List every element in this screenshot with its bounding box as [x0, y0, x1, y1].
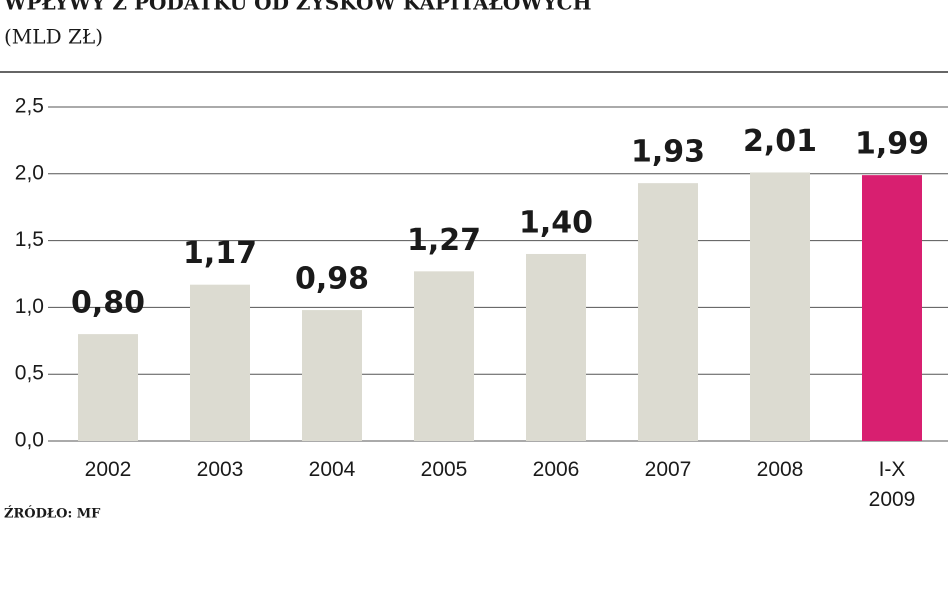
x-tick-label: I-X 2009 [869, 458, 916, 511]
x-tick-label: 2005 [421, 458, 468, 481]
x-tick-label: 2008 [757, 458, 804, 481]
value-label: 1,40 [519, 205, 593, 240]
value-label: 2,01 [743, 124, 817, 159]
bar [302, 310, 362, 441]
value-label: 0,98 [295, 262, 369, 297]
value-label: 1,27 [407, 223, 481, 258]
x-tick-label: 2003 [197, 458, 244, 481]
y-tick-label: 2,5 [15, 95, 44, 118]
y-tick-label: 0,5 [15, 362, 44, 385]
value-label: 1,93 [631, 135, 705, 170]
value-label: 0,80 [71, 286, 145, 321]
chart-title: WPŁYWY Z PODATKU OD ZYSKÓW KAPITAŁOWYCH [3, 0, 592, 15]
bar [78, 334, 138, 441]
bar [526, 253, 586, 441]
y-tick-label: 2,0 [15, 161, 44, 184]
value-label: 1,17 [183, 236, 257, 271]
bar [190, 284, 250, 441]
x-tick-label: 2002 [85, 458, 132, 481]
bar [862, 175, 922, 442]
bar [750, 172, 810, 442]
y-tick-label: 1,5 [15, 228, 44, 251]
source-note: ŹRÓDŁO: MF [4, 505, 101, 522]
chart-subtitle: (MLD ZŁ) [4, 25, 103, 49]
value-label: 1,99 [855, 127, 929, 162]
x-tick-label: 2004 [309, 458, 356, 481]
x-tick-label: 2007 [645, 458, 692, 481]
bar [414, 271, 474, 441]
y-tick-label: 0,0 [15, 429, 44, 452]
bar [638, 183, 698, 442]
y-tick-label: 1,0 [15, 295, 44, 318]
x-tick-label: 2006 [533, 458, 580, 481]
